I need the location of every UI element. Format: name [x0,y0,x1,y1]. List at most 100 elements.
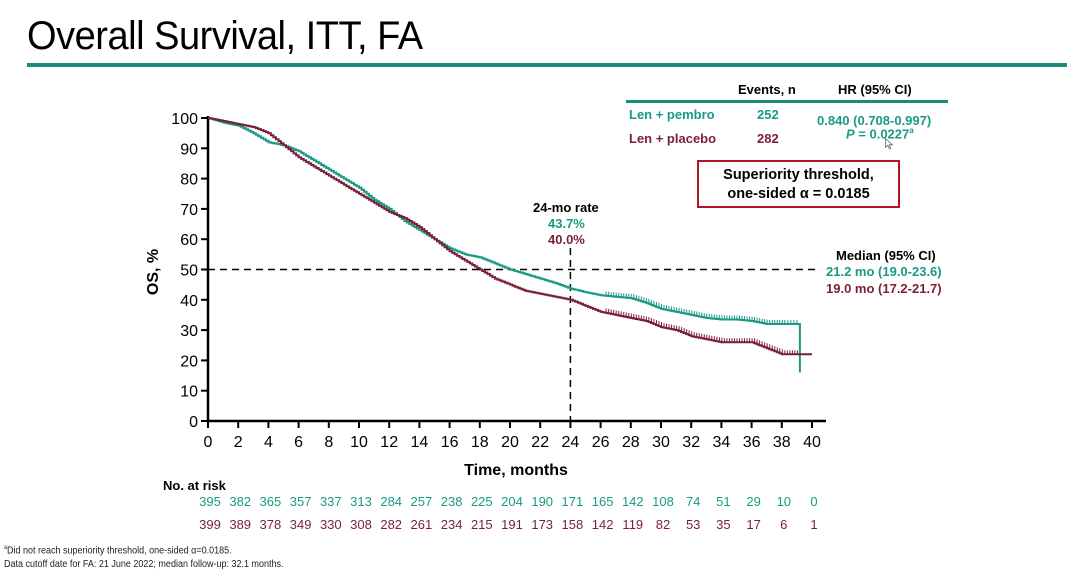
risk-count: 365 [259,494,282,509]
rate-pembro: 43.7% [548,216,585,231]
risk-count: 284 [380,494,403,509]
title-underline [27,63,1067,67]
risk-count: 142 [591,517,614,532]
x-tick-label: 38 [773,434,791,451]
risk-count: 238 [440,494,463,509]
legend-col-events: Events, n [738,82,796,97]
median-pembro: 21.2 mo (19.0-23.6) [826,264,942,279]
risk-count: 337 [319,494,342,509]
risk-count: 10 [776,494,792,509]
risk-count: 349 [289,517,312,532]
footnote-1: aDid not reach superiority threshold, on… [4,545,232,556]
x-tick-label: 34 [713,434,731,451]
mouse-cursor-icon [885,138,893,150]
x-tick-label: 18 [471,434,489,451]
y-tick-label: 40 [180,293,198,310]
hazard-ratio: 0.840 (0.708-0.997) [817,113,932,128]
risk-count: 190 [531,494,554,509]
x-tick-label: 6 [294,434,303,451]
risk-count: 171 [561,494,584,509]
y-tick-label: 10 [180,384,198,401]
footnote-1-marker: a [4,545,8,551]
y-axis-label: OS, % [145,249,162,295]
risk-count: 165 [591,494,614,509]
footnote-1-text: Did not reach superiority threshold, one… [7,545,232,557]
risk-count: 51 [716,494,731,509]
median-placebo: 19.0 mo (17.2-21.7) [826,281,942,296]
x-tick-label: 16 [441,434,459,451]
x-tick-label: 0 [204,434,213,451]
x-tick-label: 10 [350,434,368,451]
y-tick-label: 30 [180,323,198,340]
risk-count: 204 [501,494,523,509]
legend-col-hr: HR (95% CI) [838,82,912,97]
rate-placebo: 40.0% [548,232,585,247]
superiority-threshold-box: Superiority threshold, one-sided α = 0.0… [697,160,900,208]
risk-count: 1 [810,517,818,532]
risk-count: 330 [319,517,342,532]
p-value-footnote-marker: a [909,126,914,135]
x-tick-label: 26 [592,434,610,451]
risk-count: 0 [810,494,818,509]
threshold-line-2: one-sided α = 0.0185 [727,186,870,202]
x-tick-label: 36 [743,434,761,451]
risk-count: 357 [289,494,312,509]
risk-count: 382 [229,494,252,509]
x-tick-label: 14 [411,434,429,451]
risk-count: 399 [199,517,221,532]
risk-count: 53 [685,517,701,532]
x-axis-label: Time, months [464,462,568,479]
x-tick-label: 12 [380,434,398,451]
reference-lines [208,248,816,421]
x-tick-label: 2 [234,434,243,451]
risk-count: 6 [780,517,788,532]
x-tick-label: 24 [562,434,580,451]
x-tick-label: 30 [652,434,670,451]
risk-count: 142 [621,494,644,509]
x-tick-label: 28 [622,434,640,451]
curve-placebo [208,117,812,356]
risk-count: 378 [259,517,282,532]
x-tick-label: 22 [531,434,549,451]
risk-count: 308 [350,517,372,532]
slide-title: Overall Survival, ITT, FA [27,14,423,58]
x-tick-label: 40 [803,434,821,451]
risk-count: 173 [531,517,554,532]
risk-count: 82 [655,517,671,532]
p-value-label: P [846,126,855,142]
y-tick-label: 90 [180,141,198,158]
legend-label-pembro: Len + pembro [629,107,715,122]
median-annotation-title: Median (95% CI) [836,248,936,263]
risk-count: 35 [716,517,731,532]
y-tick-label: 80 [180,172,198,189]
y-tick-label: 0 [189,414,198,431]
legend-rule [626,100,948,103]
risk-count: 119 [622,517,644,532]
p-value-number: = 0.0227 [854,126,910,142]
risk-count: 257 [410,494,433,509]
risk-count: 191 [501,517,523,532]
risk-count: 215 [470,517,493,532]
p-value: P = 0.0227a [846,126,914,141]
survival-curves [208,117,812,373]
legend-events-pembro: 252 [757,107,779,122]
curve-pembro [208,117,801,373]
risk-count: 261 [410,517,433,532]
risk-count: 74 [685,494,701,509]
y-tick-label: 20 [180,353,198,370]
risk-count: 313 [350,494,372,509]
x-tick-label: 8 [324,434,333,451]
x-tick-label: 4 [264,434,273,451]
risk-count: 158 [561,517,584,532]
legend-label-placebo: Len + placebo [629,131,717,146]
legend-events-placebo: 282 [757,131,779,146]
y-tick-label: 50 [180,263,198,280]
risk-count: 225 [470,494,493,509]
risk-count: 234 [440,517,463,532]
footnote-2: Data cutoff date for FA: 21 June 2022; m… [4,559,284,570]
risk-count: 282 [380,517,403,532]
y-tick-label: 60 [180,232,198,249]
x-tick-label: 32 [682,434,700,451]
